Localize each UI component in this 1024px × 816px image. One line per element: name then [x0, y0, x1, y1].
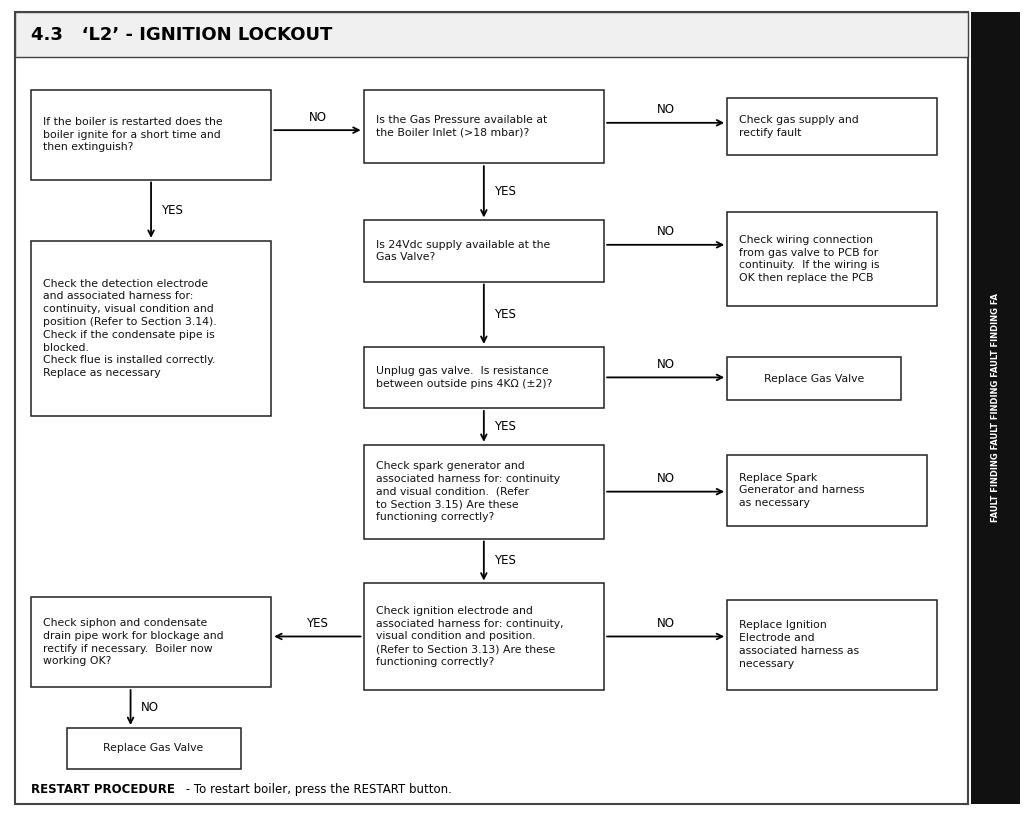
FancyBboxPatch shape	[971, 12, 1020, 804]
FancyBboxPatch shape	[727, 600, 937, 690]
Text: NO: NO	[308, 111, 327, 124]
Text: YES: YES	[494, 420, 516, 432]
Text: 4.3   ‘L2’ - IGNITION LOCKOUT: 4.3 ‘L2’ - IGNITION LOCKOUT	[31, 25, 332, 44]
Text: Check the detection electrode
and associated harness for:
continuity, visual con: Check the detection electrode and associ…	[43, 278, 217, 379]
FancyBboxPatch shape	[364, 90, 604, 163]
Text: YES: YES	[306, 617, 329, 630]
FancyBboxPatch shape	[364, 220, 604, 282]
Text: Replace Ignition
Electrode and
associated harness as
necessary: Replace Ignition Electrode and associate…	[739, 620, 859, 669]
Text: Replace Gas Valve: Replace Gas Valve	[103, 743, 204, 753]
FancyBboxPatch shape	[31, 90, 271, 180]
FancyBboxPatch shape	[364, 347, 604, 408]
FancyBboxPatch shape	[364, 583, 604, 690]
FancyBboxPatch shape	[364, 445, 604, 539]
Text: Is 24Vdc supply available at the
Gas Valve?: Is 24Vdc supply available at the Gas Val…	[376, 240, 550, 262]
Text: FAULT FINDING FAULT FINDING FAULT FINDING FA: FAULT FINDING FAULT FINDING FAULT FINDIN…	[991, 294, 1000, 522]
Text: Check gas supply and
rectify fault: Check gas supply and rectify fault	[739, 115, 859, 138]
Text: NO: NO	[656, 617, 675, 630]
Text: Is the Gas Pressure available at
the Boiler Inlet (>18 mbar)?: Is the Gas Pressure available at the Boi…	[376, 115, 547, 138]
Text: NO: NO	[656, 225, 675, 238]
Text: Unplug gas valve.  Is resistance
between outside pins 4KΩ (±2)?: Unplug gas valve. Is resistance between …	[376, 366, 552, 388]
Text: YES: YES	[494, 185, 516, 198]
Text: YES: YES	[162, 204, 183, 216]
Text: Check ignition electrode and
associated harness for: continuity,
visual conditio: Check ignition electrode and associated …	[376, 605, 563, 667]
Text: Check wiring connection
from gas valve to PCB for
continuity.  If the wiring is
: Check wiring connection from gas valve t…	[739, 235, 880, 283]
FancyBboxPatch shape	[67, 728, 241, 769]
Text: Check siphon and condensate
drain pipe work for blockage and
rectify if necessar: Check siphon and condensate drain pipe w…	[43, 618, 223, 667]
FancyBboxPatch shape	[727, 357, 901, 400]
Text: YES: YES	[494, 555, 516, 567]
FancyBboxPatch shape	[15, 12, 968, 57]
Text: Replace Gas Valve: Replace Gas Valve	[764, 374, 864, 384]
Text: NO: NO	[141, 701, 159, 714]
FancyBboxPatch shape	[15, 12, 968, 804]
FancyBboxPatch shape	[31, 241, 271, 416]
Text: - To restart boiler, press the RESTART button.: - To restart boiler, press the RESTART b…	[182, 783, 453, 796]
FancyBboxPatch shape	[31, 597, 271, 687]
Text: YES: YES	[494, 308, 516, 321]
Text: NO: NO	[656, 472, 675, 485]
Text: NO: NO	[656, 358, 675, 370]
Text: If the boiler is restarted does the
boiler ignite for a short time and
then exti: If the boiler is restarted does the boil…	[43, 117, 222, 153]
Text: Check spark generator and
associated harness for: continuity
and visual conditio: Check spark generator and associated har…	[376, 461, 560, 522]
Text: NO: NO	[656, 104, 675, 116]
FancyBboxPatch shape	[727, 98, 937, 155]
FancyBboxPatch shape	[727, 455, 927, 526]
Text: Replace Spark
Generator and harness
as necessary: Replace Spark Generator and harness as n…	[739, 472, 865, 508]
FancyBboxPatch shape	[727, 212, 937, 306]
Text: RESTART PROCEDURE: RESTART PROCEDURE	[31, 783, 175, 796]
